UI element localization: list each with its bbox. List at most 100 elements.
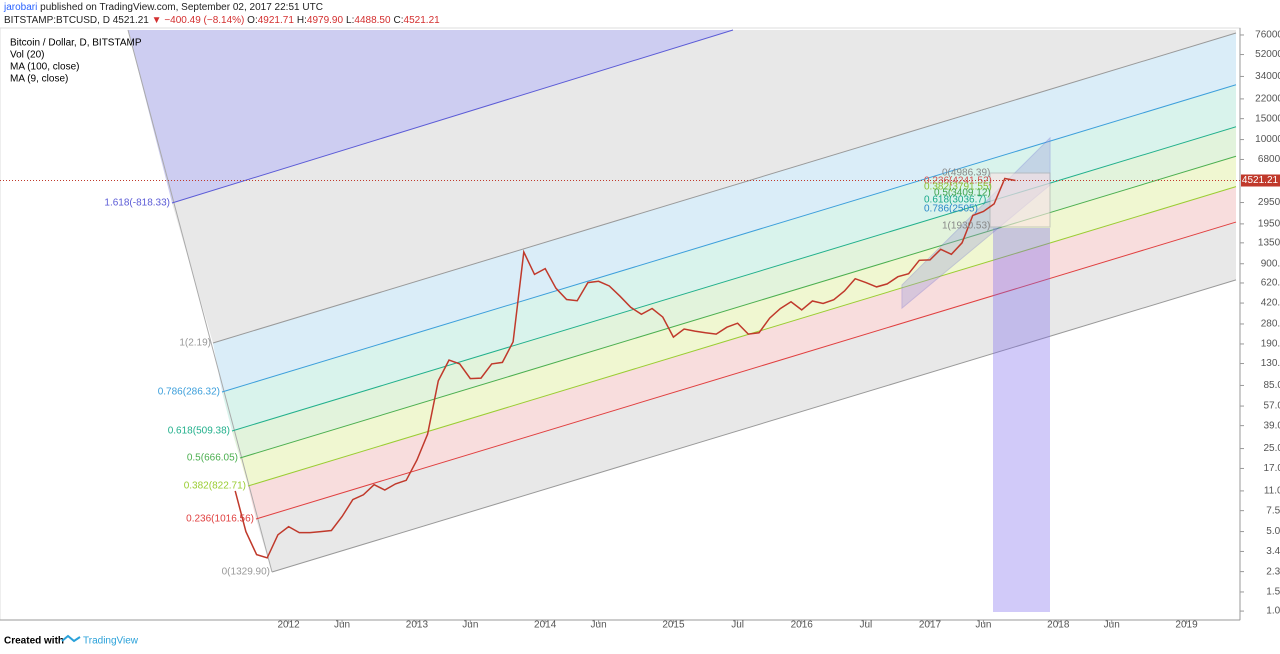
channel-band (256, 222, 1236, 572)
channel-label: 0.618(509.38) (168, 426, 230, 437)
y-tick-label: 280.00 (1261, 319, 1280, 330)
ohlc-label: C: (393, 15, 404, 26)
channel-label: 1.618(-818.33) (104, 198, 170, 209)
y-tick-label: 17.00 (1263, 463, 1280, 474)
x-tick-label: Jun (1104, 620, 1120, 631)
fib-label: 0.236(4241.52) (924, 176, 992, 187)
channel-band (240, 156, 1236, 486)
channel-label: 0.5(666.05) (187, 453, 238, 464)
channel-line (271, 279, 1237, 573)
y-tick-label: 22000.00 (1255, 94, 1280, 105)
ohlc-value: 4979.90 (306, 15, 344, 26)
x-tick-label: Jul (859, 620, 872, 631)
channel-line (239, 155, 1237, 459)
x-tick-label: 2013 (406, 620, 429, 631)
fib-label: 0.618(3036.7) (924, 195, 986, 206)
y-tick-label: 39.00 (1263, 420, 1280, 431)
channel-band (213, 33, 1236, 392)
last-price-label: 4521.21 (1242, 175, 1279, 186)
author[interactable]: jarobari (4, 2, 38, 13)
change: ▼ −400.49 (−8.14%) (151, 15, 245, 26)
logo (61, 634, 81, 643)
y-tick-label: 57.00 (1263, 401, 1280, 412)
ohlc: O:4921.71 H:4979.90 L:4488.50 C:4521.21 (247, 15, 443, 26)
y-tick-label: 3.40 (1266, 546, 1280, 557)
x-tick-label: 2019 (1175, 620, 1198, 631)
fib-label: 0.786(2505) (924, 204, 978, 215)
y-tick-label: 34000.00 (1255, 71, 1280, 82)
indicator: MA (100, close) (10, 62, 79, 73)
price-line (234, 177, 1016, 559)
channel-band (248, 186, 1236, 520)
y-tick-label: 1.55 (1266, 587, 1280, 598)
y-tick-label: 620.00 (1261, 278, 1280, 289)
y-tick-label: 1.07 (1266, 606, 1280, 617)
y-tick-label: 76000.00 (1255, 30, 1280, 41)
channel-label: 1(2.19) (179, 338, 211, 349)
y-tick-label: 2.30 (1266, 566, 1280, 577)
channel-edge (127, 29, 273, 573)
indicator: MA (9, close) (10, 74, 68, 85)
y-tick-label: 1350.00 (1258, 237, 1280, 248)
channel-label: 0.786(286.32) (158, 387, 220, 398)
channel-line (212, 32, 1237, 344)
channel-label: 0(1329.90) (222, 567, 270, 578)
footer-text: Created with (4, 636, 64, 647)
y-tick-label: 900.00 (1261, 258, 1280, 269)
publish-line: jarobari published on TradingView.com, S… (4, 2, 323, 13)
fib-box (989, 172, 1051, 228)
ohlc-label: L: (346, 15, 355, 26)
channel-band (222, 84, 1236, 432)
x-tick-label: 2016 (791, 620, 814, 631)
x-tick-label: Jun (334, 620, 350, 631)
y-tick-label: 11.00 (1264, 486, 1280, 497)
channel-band (172, 30, 1236, 343)
fib-label: 0(4986.39) (942, 168, 990, 179)
x-tick-label: Jul (731, 620, 744, 631)
x-tick-label: 2014 (534, 620, 557, 631)
channel-label: 0.236(1016.56) (186, 514, 254, 525)
fib-label: 1(1930.53) (942, 221, 990, 232)
y-tick-label: 1950.00 (1258, 219, 1280, 230)
channel-line (255, 221, 1237, 520)
x-tick-label: 2017 (919, 620, 942, 631)
footer-brand[interactable]: TradingView (83, 636, 139, 647)
last-price-box (1241, 174, 1280, 187)
y-tick-label: 130.00 (1261, 358, 1280, 369)
channel-band (128, 30, 733, 203)
ohlc-value: 4488.50 (354, 15, 391, 26)
price: 4521.21 (112, 15, 149, 26)
channel-line (221, 84, 1237, 393)
y-tick-label: 7.50 (1266, 505, 1280, 516)
x-tick-label: Jun (591, 620, 607, 631)
ohlc-label: H: (296, 15, 307, 26)
x-tick-label: 2018 (1047, 620, 1070, 631)
y-tick-label: 6800.00 (1258, 154, 1280, 165)
y-tick-label: 15000.00 (1255, 113, 1280, 124)
fib-label: 0.382(3791.55) (924, 182, 992, 193)
date-range (993, 228, 1050, 612)
y-tick-label: 25.00 (1263, 443, 1280, 454)
fib-label: 0.5(3409.12) (934, 188, 991, 199)
fib-retracement-labels: 0(4986.39) 0.236(4241.52) 0.382(3791.55)… (924, 168, 992, 232)
channel-line (231, 126, 1237, 432)
y-tick-label: 52000.00 (1255, 49, 1280, 60)
symbol: BITSTAMP:BTCUSD, D (4, 15, 110, 26)
y-tick-label: 85.00 (1263, 380, 1280, 391)
ohlc-value: 4521.21 (403, 15, 440, 26)
x-tick-label: 2012 (277, 620, 300, 631)
published: published on TradingView.com, September … (40, 2, 323, 13)
chart-title: Bitcoin / Dollar, D, BITSTAMP (10, 38, 142, 49)
x-tick-label: Jun (462, 620, 478, 631)
channel-line (171, 29, 734, 204)
y-tick-label: 190.00 (1261, 339, 1280, 350)
y-tick-label: 420.00 (1261, 298, 1280, 309)
price-plot (234, 177, 1016, 559)
indicator: Vol (20) (10, 50, 44, 61)
channel-line (247, 186, 1237, 487)
symbol-line: BITSTAMP:BTCUSD, D 4521.21 ▼ −400.49 (−8… (4, 15, 443, 26)
y-tick-label: 2950.00 (1258, 197, 1280, 208)
y-tick-label: 5.00 (1266, 526, 1280, 537)
